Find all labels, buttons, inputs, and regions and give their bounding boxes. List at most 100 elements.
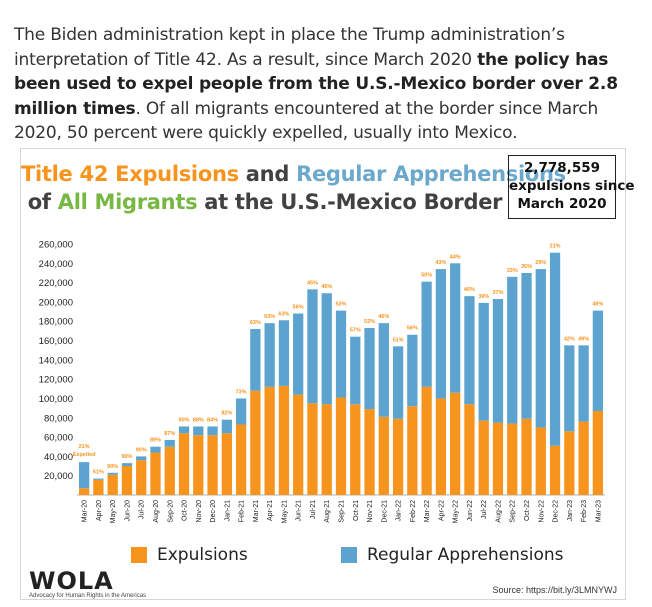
bar-percent-label: 63%	[264, 314, 275, 320]
x-tick-label: Oct-22	[524, 500, 531, 521]
x-tick-label: May-20	[110, 500, 117, 523]
bar-expulsions	[250, 390, 261, 495]
bar-percent-label: 39%	[478, 294, 489, 300]
bar-apprehensions	[507, 276, 518, 424]
bar-apprehensions	[78, 462, 90, 489]
x-tick-label: May-21	[281, 500, 288, 523]
bar-expulsions	[264, 386, 275, 495]
x-tick-label: Mar-23	[595, 500, 602, 522]
bar-apprehensions	[293, 313, 304, 395]
bar-expulsions	[350, 404, 361, 495]
bar-expulsions	[321, 404, 332, 495]
bar-expulsions	[278, 385, 290, 495]
bar-apprehensions	[193, 426, 204, 436]
bar-apprehensions	[549, 252, 561, 446]
bar-apprehensions	[535, 269, 546, 428]
bar-percent-label: 21%	[550, 244, 561, 250]
x-tick-label: Jul-20	[139, 500, 146, 519]
x-tick-label: Nov-21	[367, 500, 374, 523]
title-part-apprehensions: Regular Apprehensions	[296, 162, 566, 186]
bar-apprehensions	[278, 320, 290, 386]
bar-expulsions	[150, 452, 161, 495]
bar-percent-label: 90%	[121, 454, 132, 460]
bar-expulsions	[450, 392, 461, 495]
bar-expulsions	[164, 446, 175, 495]
bar-apprehensions	[321, 293, 332, 405]
bar-expulsions	[307, 403, 318, 495]
bar-expulsions	[207, 435, 218, 495]
legend-apprehensions-swatch	[341, 547, 357, 563]
y-tick-label: 220,000	[39, 278, 73, 289]
x-tick-label: Feb-22	[410, 500, 417, 522]
bar-apprehensions	[578, 345, 589, 422]
bar-apprehensions	[307, 289, 318, 404]
bar-percent-label: 50%	[421, 273, 432, 279]
bar-percent-label: 82%	[221, 411, 232, 417]
bar-apprehensions	[564, 345, 575, 432]
x-tick-label: Jul-21	[310, 500, 317, 519]
bar-apprehensions	[250, 328, 261, 391]
x-tick-label: Sep-20	[167, 500, 174, 523]
x-tick-label: Nov-22	[538, 500, 545, 523]
x-tick-label: Jun-22	[467, 500, 474, 522]
y-tick-label: 120,000	[39, 375, 73, 386]
x-tick-label: Mar-20	[82, 500, 89, 522]
bar-expulsions	[521, 418, 532, 495]
bar-apprehensions	[364, 327, 375, 410]
bar-expulsions	[293, 394, 304, 495]
bar-apprehensions	[392, 346, 404, 419]
y-tick-label: 80,000	[44, 413, 73, 424]
bar-percent-label: 33%	[507, 268, 518, 274]
y-tick-label: 200,000	[39, 297, 73, 308]
x-tick-label: May-22	[453, 500, 460, 523]
bar-percent-label: 53%	[335, 302, 346, 308]
bar-percent-label: 46%	[378, 314, 389, 320]
intro-paragraph: The Biden administration kept in place t…	[14, 23, 639, 146]
x-tick-label: Apr-21	[267, 500, 274, 521]
intro-text-2: . Of all migrants encountered at the bor…	[14, 98, 599, 144]
callout-number: 2,778,559	[523, 160, 600, 176]
bar-expulsions	[378, 416, 389, 495]
y-tick-label: 60,000	[44, 433, 73, 444]
bar-expulsions	[107, 474, 118, 495]
x-tick-label: Dec-20	[210, 500, 217, 523]
bar-apprehensions	[150, 446, 161, 453]
legend-expulsions-swatch	[131, 547, 147, 563]
bar-apprehensions	[407, 334, 418, 407]
bar-apprehensions	[478, 302, 489, 421]
bar-expulsions	[136, 460, 147, 495]
x-tick-label: Apr-20	[96, 500, 103, 521]
bar-expulsions	[478, 420, 489, 495]
x-tick-label: Dec-22	[553, 500, 560, 523]
x-tick-label: Jun-20	[124, 500, 131, 522]
total-expulsions-callout: 2,778,559 expulsions since March 2020	[508, 155, 634, 219]
bar-apprehensions	[178, 426, 190, 434]
bar-expulsions	[492, 422, 504, 495]
x-tick-label: Sep-22	[510, 500, 517, 523]
bar-percent-label: 44%	[450, 254, 461, 260]
bar-expulsions	[392, 418, 404, 495]
title-part-of: of	[27, 190, 58, 214]
bar-apprehensions	[521, 272, 532, 419]
bar-expulsions	[578, 421, 589, 495]
bar-percent-label: 42%	[564, 336, 575, 342]
bar-percent-label: 90%	[136, 447, 147, 453]
intro-text-1: The Biden administration kept in place t…	[14, 25, 565, 70]
bar-percent-label: 29%	[535, 260, 546, 266]
bar-expulsions	[592, 411, 604, 495]
bar-apprehensions	[121, 463, 133, 467]
x-tick-label: Jul-22	[481, 500, 488, 519]
title-part-expulsions: Title 42 Expulsions	[21, 162, 239, 186]
bar-percent-label: 52%	[364, 319, 375, 325]
x-tick-label: Dec-21	[381, 500, 388, 523]
bar-expulsions	[78, 488, 90, 495]
bar-apprehensions	[592, 310, 604, 412]
x-tick-label: Feb-23	[581, 500, 588, 522]
bar-percent-label: 21%	[79, 444, 90, 450]
legend-apprehensions: Regular Apprehensions	[341, 544, 564, 566]
y-tick-label: 240,000	[39, 259, 73, 270]
y-tick-label: 180,000	[39, 317, 73, 328]
intro-bold-text: the policy has been used to expel people…	[14, 49, 618, 119]
bar-percent-label: 46%	[464, 287, 475, 293]
bar-expulsions	[121, 466, 133, 495]
